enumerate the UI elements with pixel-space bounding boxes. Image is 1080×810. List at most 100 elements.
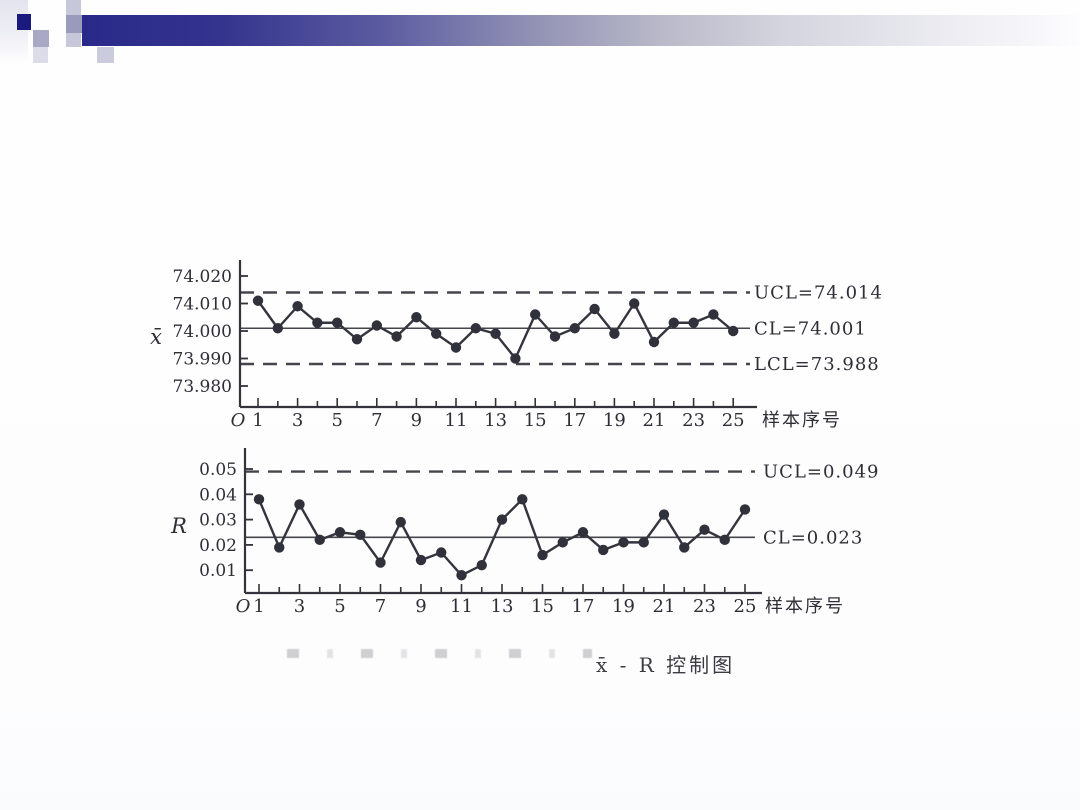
r-data-point-25: [739, 504, 751, 515]
xbar-data-point-1: [252, 295, 264, 306]
r-data-point-4: [314, 534, 325, 546]
r-data-point-9: [415, 554, 427, 566]
xbar-data-point-8: [391, 331, 402, 342]
r-x-tick-label: 5: [334, 596, 345, 617]
r-data-point-11: [456, 570, 467, 581]
r-data-point-14: [517, 494, 528, 505]
decor-square-mid: [33, 30, 49, 47]
r-data-point-16: [557, 537, 568, 548]
xbar-x-tick-label: 5: [331, 410, 342, 431]
r-data-point-8: [395, 516, 406, 528]
xbar-lcl-label: LCL=73.988: [754, 354, 880, 375]
xbar-y-tick-label: 74.020: [173, 267, 232, 287]
xbar-y-tick-label: 73.990: [173, 350, 232, 370]
xbar-x-tick-label: 17: [563, 410, 586, 431]
xbar-x-tick-label: 9: [411, 410, 422, 431]
r-y-tick-label: 0.01: [199, 561, 237, 581]
r-data-point-23: [699, 524, 710, 535]
xbar-cl-label: CL=74.001: [754, 318, 867, 339]
r-data-point-24: [719, 534, 730, 546]
r-data-point-15: [537, 549, 548, 561]
figure-caption: x̄ - R 控制图: [596, 653, 736, 677]
decor-square-dark: [66, 15, 83, 33]
xbar-data-point-24: [708, 309, 719, 320]
xbar-x-tick-label: 7: [371, 410, 382, 431]
xbar-data-point-20: [629, 298, 640, 309]
xbar-data-point-3: [292, 301, 303, 312]
xbar-data-point-15: [530, 309, 541, 320]
r-x-tick-label: 13: [491, 596, 514, 617]
xbar-x-tick-label: 11: [445, 410, 468, 431]
xbar-data-point-5: [332, 317, 343, 328]
xbar-data-point-11: [450, 342, 462, 353]
decor-square-under: [97, 47, 114, 63]
xbar-y-tick-label: 74.000: [173, 322, 232, 342]
xbar-x-tick-label: 1: [252, 410, 263, 431]
decor-left-strip: [0, 0, 28, 62]
xbar-data-point-23: [688, 317, 699, 328]
xbar-data-point-2: [272, 323, 283, 334]
xbar-data-point-7: [371, 320, 382, 331]
r-y-tick-label: 0.05: [199, 460, 237, 480]
r-x-axis-title: 样本序号: [765, 596, 845, 617]
r-x-tick-label: 3: [294, 596, 305, 617]
xbar-data-point-13: [490, 328, 501, 339]
r-x-tick-label: 25: [734, 596, 757, 617]
r-y-axis-title: R: [170, 514, 187, 538]
xbar-data-point-4: [312, 317, 323, 328]
xbar-x-tick-label: 21: [643, 410, 666, 431]
r-cl-label: CL=0.023: [763, 527, 863, 548]
xbar-data-point-17: [569, 323, 580, 334]
xbar-data-point-16: [549, 331, 561, 342]
xbar-origin-label: O: [231, 410, 246, 431]
r-origin-label: O: [236, 596, 251, 617]
r-x-tick-label: 23: [693, 596, 716, 617]
r-data-point-17: [577, 527, 589, 538]
xbar-y-tick-label: 73.980: [173, 377, 232, 397]
r-x-tick-label: 17: [572, 596, 595, 617]
r-data-point-18: [598, 544, 609, 556]
r-y-tick-label: 0.03: [199, 511, 237, 531]
r-data-point-12: [476, 559, 487, 571]
r-data-point-13: [496, 514, 508, 525]
erased-caption-remnants: [287, 649, 592, 658]
r-x-tick-label: 9: [415, 596, 426, 617]
r-y-tick-label: 0.02: [199, 536, 237, 556]
r-data-point-22: [679, 542, 690, 553]
xbar-x-axis-title: 样本序号: [762, 410, 842, 431]
xbar-data-point-12: [470, 323, 481, 334]
xbar-x-tick-label: 23: [682, 410, 705, 431]
decor-navy-square: [17, 14, 31, 30]
xbar-data-point-18: [589, 303, 600, 315]
r-data-point-20: [638, 537, 649, 548]
xbar-data-point-10: [431, 328, 442, 339]
xbar-x-tick-label: 15: [524, 410, 547, 431]
r-ucl-label: UCL=0.049: [763, 462, 880, 483]
xbar-x-tick-label: 25: [722, 410, 745, 431]
header-gradient-bar: [82, 15, 1080, 46]
r-x-tick-label: 7: [375, 596, 386, 617]
xbar-x-tick-label: 3: [292, 410, 303, 431]
r-data-point-6: [355, 529, 366, 540]
r-data-point-2: [274, 542, 285, 553]
xbar-data-point-25: [728, 325, 739, 337]
r-x-tick-label: 19: [612, 596, 635, 617]
r-data-point-21: [658, 509, 670, 520]
xbar-data-point-9: [411, 312, 422, 323]
r-data-point-5: [334, 527, 346, 538]
xbar-data-point-19: [609, 328, 620, 339]
xbar-data-point-22: [668, 317, 679, 328]
xbar-data-point-6: [351, 334, 363, 345]
r-data-point-1: [253, 494, 265, 505]
r-x-tick-label: 21: [653, 596, 676, 617]
xbar-data-point-21: [648, 336, 660, 348]
r-x-tick-label: 11: [450, 596, 473, 617]
r-data-point-10: [436, 547, 447, 558]
xbar-y-tick-label: 74.010: [173, 295, 232, 315]
r-data-point-3: [294, 499, 305, 510]
decor-square-light: [33, 47, 48, 63]
r-data-point-7: [375, 557, 386, 568]
r-x-tick-label: 15: [531, 596, 554, 617]
